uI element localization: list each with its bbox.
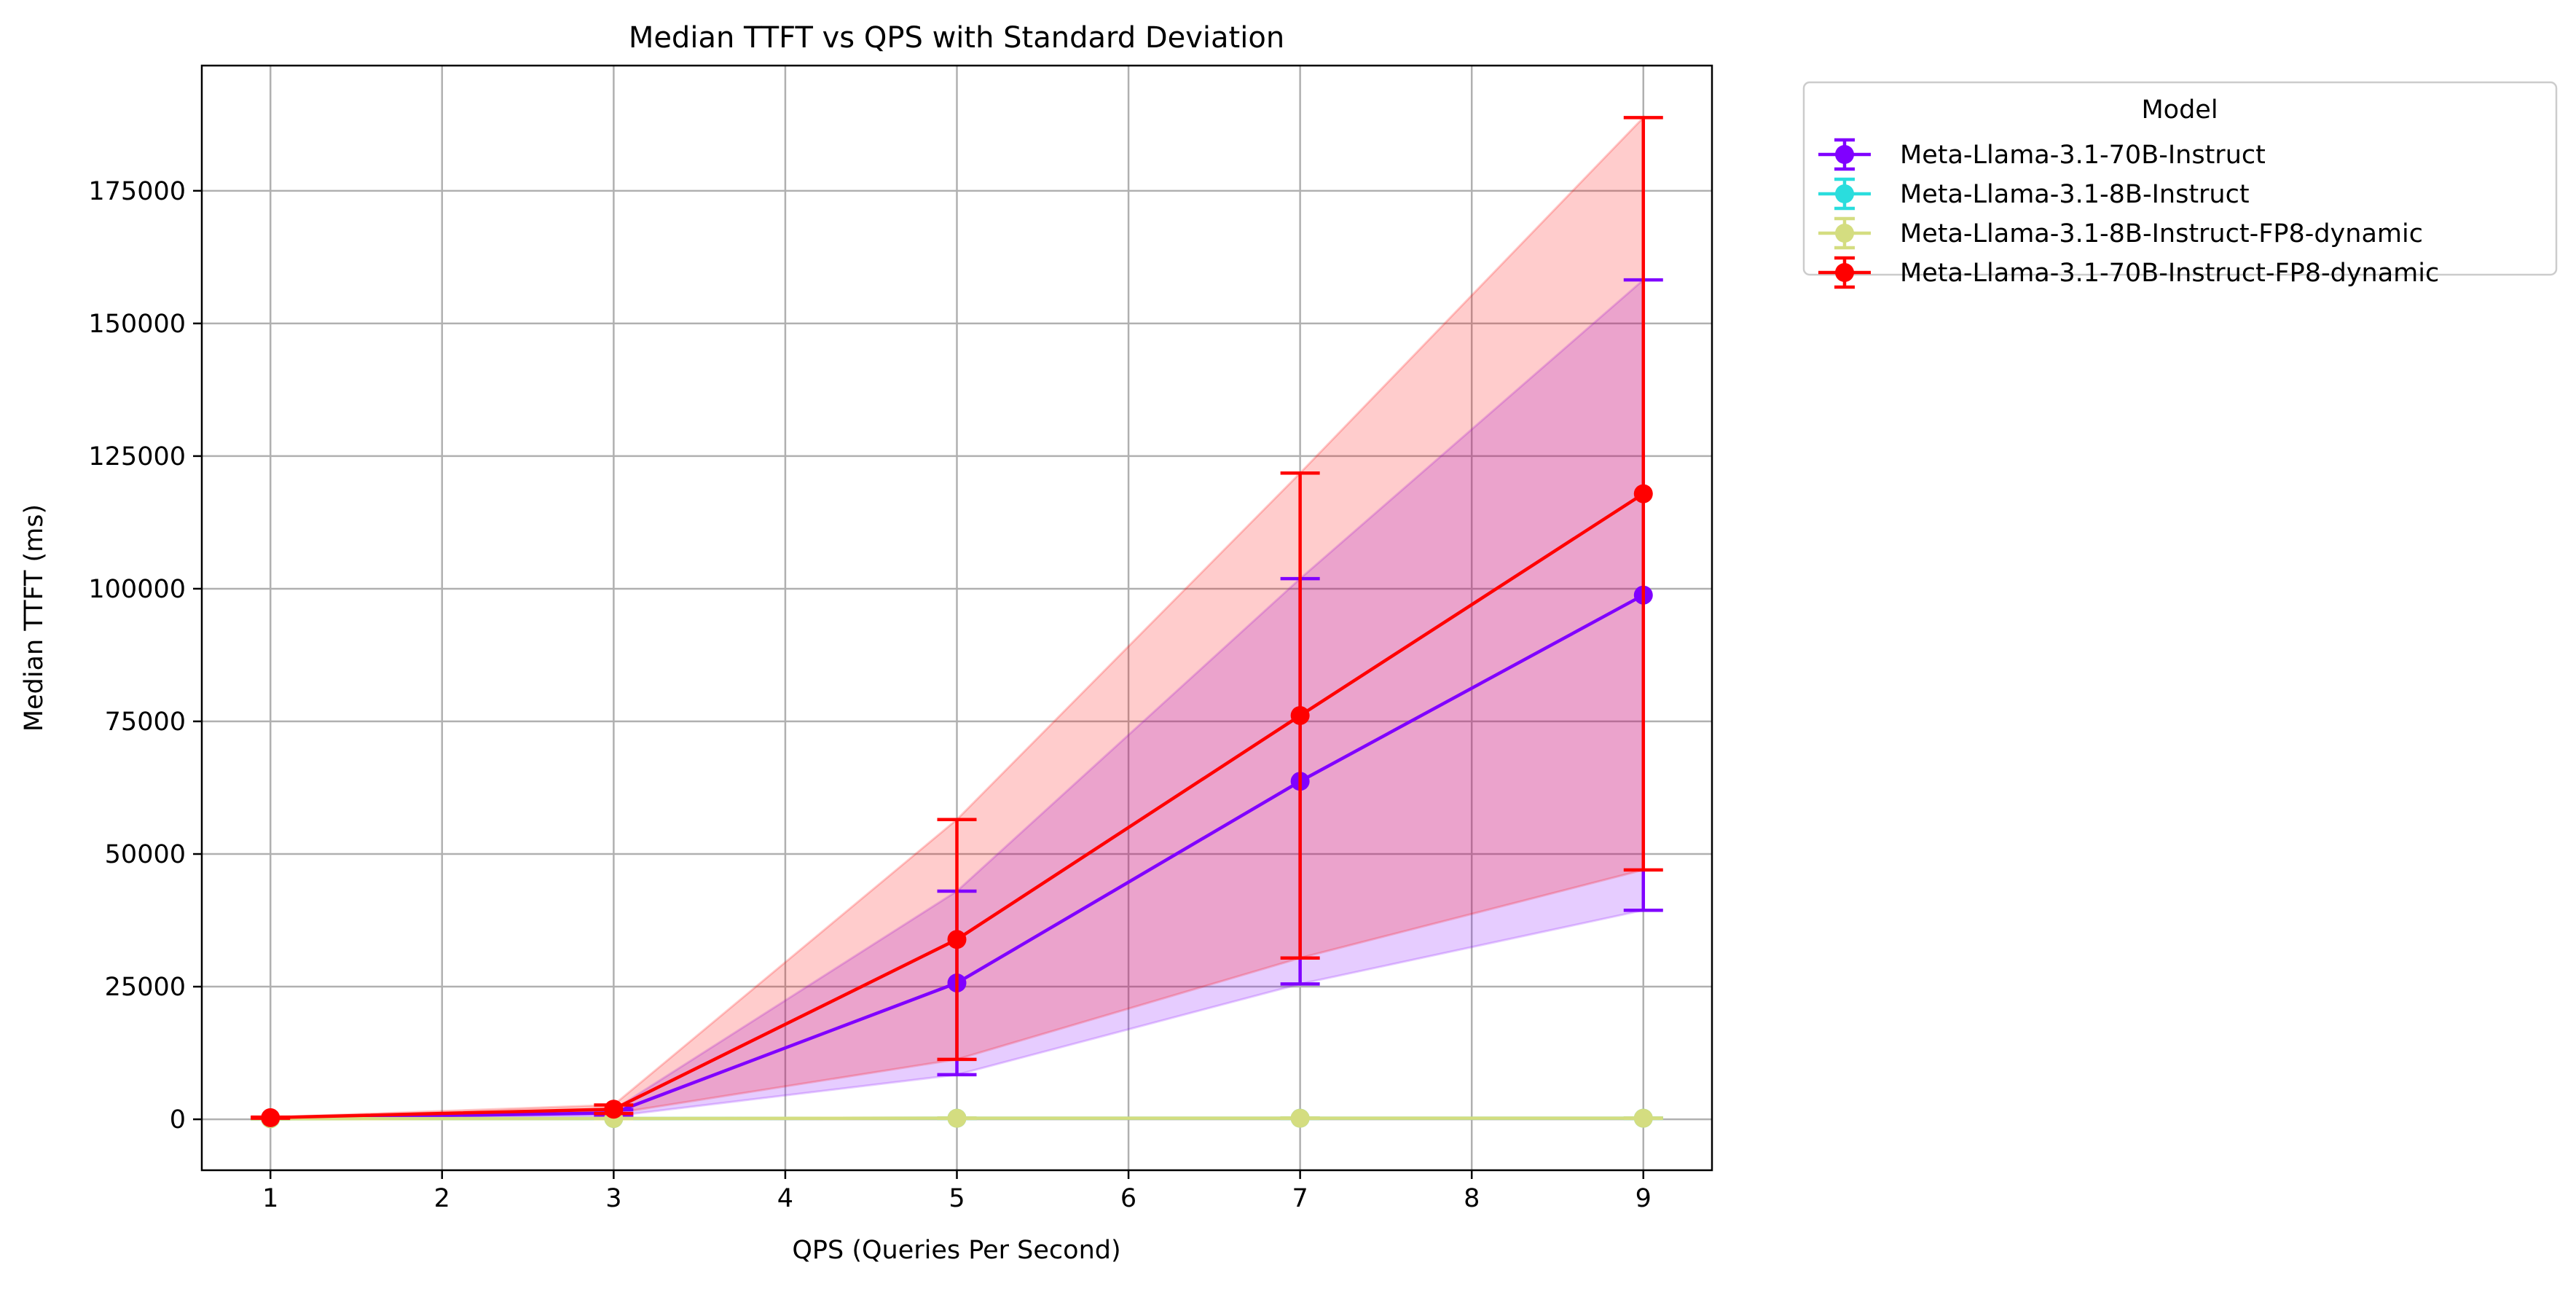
data-point [261, 1108, 280, 1127]
legend: Model Meta-Llama-3.1-70B-Instruct Meta-Ll… [1802, 81, 2558, 289]
legend-marker [1835, 224, 1854, 243]
y-tick-label: 50000 [105, 840, 186, 869]
data-point [1633, 484, 1653, 504]
legend-box [1802, 81, 2558, 276]
x-tick-label: 2 [434, 1184, 450, 1213]
y-tick-label: 175000 [88, 177, 186, 206]
series [251, 116, 1663, 1127]
legend-label: Meta-Llama-3.1-8B-Instruct [1900, 180, 2250, 209]
y-axis-label: Median TTFT (ms) [20, 504, 49, 732]
x-tick-label: 6 [1120, 1184, 1136, 1213]
legend-label: Meta-Llama-3.1-8B-Instruct-FP8-dynamic [1900, 219, 2423, 248]
data-point [604, 1100, 624, 1119]
legend-item: Meta-Llama-3.1-8B-Instruct [1818, 177, 2250, 211]
legend-marker [1835, 184, 1854, 203]
y-tick-label: 75000 [105, 708, 186, 737]
grid [202, 66, 1712, 1170]
y-tick-label: 100000 [88, 575, 186, 604]
data-point [1290, 1108, 1310, 1128]
data-point [1633, 1108, 1653, 1128]
x-tick-label: 7 [1292, 1184, 1308, 1213]
x-axis-label: QPS (Queries Per Second) [792, 1236, 1120, 1265]
x-tick-label: 5 [949, 1184, 965, 1213]
legend-item: Meta-Llama-3.1-8B-Instruct-FP8-dynamic [1818, 216, 2423, 250]
x-tick-label: 9 [1635, 1184, 1652, 1213]
data-point [947, 1108, 967, 1128]
y-tick-label: 25000 [105, 973, 186, 1002]
chart-title: Median TTFT vs QPS with Standard Deviati… [629, 21, 1284, 55]
x-tick-label: 4 [777, 1184, 793, 1213]
legend-title: Model [2141, 95, 2218, 125]
series-lines [251, 116, 1663, 1129]
legend-item: Meta-Llama-3.1-70B-Instruct [1818, 138, 2266, 171]
data-point [1290, 705, 1310, 725]
legend-marker [1835, 263, 1854, 282]
ticks: 1 2 3 4 5 6 7 8 9 0 25000 50000 75000 100000 125000 150… [88, 177, 1652, 1213]
legend-label: Meta-Llama-3.1-70B-Instruct [1900, 141, 2266, 170]
legend-marker [1835, 145, 1854, 164]
legend-item: Meta-Llama-3.1-70B-Instruct-FP8-dynamic [1818, 256, 2439, 289]
y-tick-label: 0 [170, 1105, 186, 1135]
data-point [947, 930, 967, 949]
x-tick-label: 3 [605, 1184, 621, 1213]
legend-label: Meta-Llama-3.1-70B-Instruct-FP8-dynamic [1900, 259, 2439, 288]
x-tick-label: 1 [262, 1184, 278, 1213]
y-tick-label: 125000 [88, 442, 186, 471]
y-tick-label: 150000 [88, 310, 186, 339]
x-tick-label: 8 [1464, 1184, 1480, 1213]
